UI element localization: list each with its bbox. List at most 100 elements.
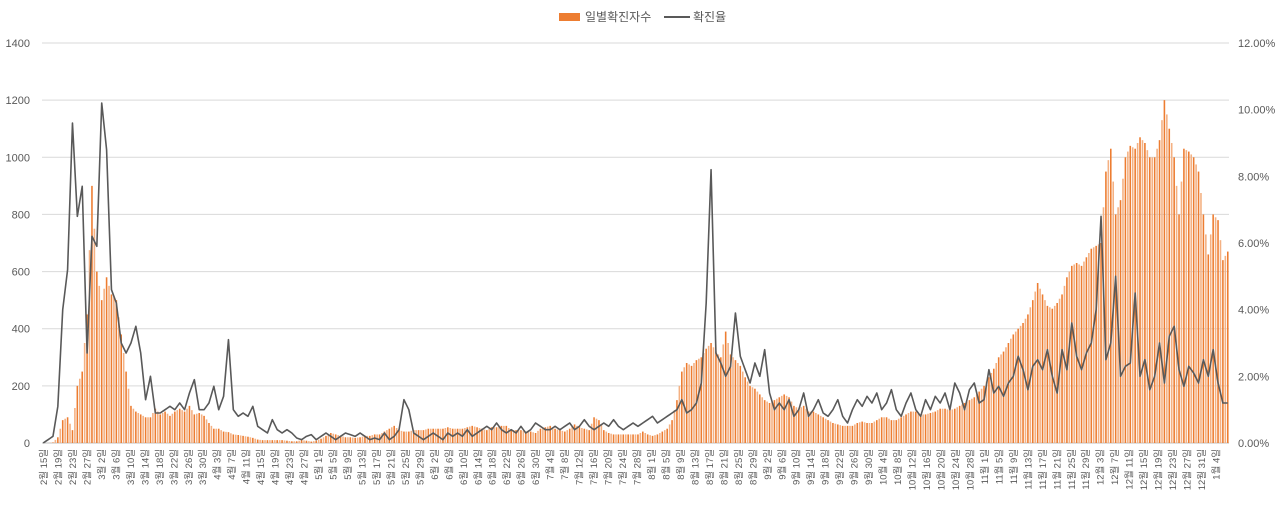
bar — [1219, 240, 1222, 443]
x-tick-label: 11월 5일 — [993, 449, 1005, 484]
bar — [822, 417, 824, 443]
bar — [600, 425, 603, 443]
bar — [1153, 157, 1156, 444]
bar — [771, 401, 773, 443]
bar — [517, 430, 520, 443]
bar — [646, 434, 649, 443]
bar — [912, 411, 915, 443]
bar — [839, 425, 842, 443]
bar — [712, 347, 715, 443]
bar — [1192, 157, 1195, 444]
bar — [83, 343, 86, 443]
bar — [537, 430, 539, 443]
bar — [1071, 265, 1073, 443]
bar — [710, 343, 712, 443]
bar — [203, 415, 205, 443]
bar — [425, 429, 427, 443]
bar — [854, 424, 856, 443]
bar — [115, 300, 118, 443]
bar — [720, 357, 722, 443]
x-tick-label: 8월 21일 — [718, 449, 730, 485]
bar — [144, 417, 147, 443]
x-tick-label: 8월 1일 — [646, 449, 658, 480]
bar — [110, 294, 113, 443]
bar — [232, 434, 235, 443]
bar — [364, 435, 366, 443]
bar — [837, 424, 839, 443]
x-tick-label: 5월 9일 — [342, 449, 354, 480]
bar — [1046, 305, 1049, 443]
bar — [554, 428, 556, 443]
bar — [1178, 214, 1180, 443]
bar — [805, 408, 807, 443]
bar — [966, 401, 968, 443]
bar — [578, 427, 581, 443]
bar — [856, 423, 859, 443]
bar — [1212, 214, 1214, 443]
bar — [1095, 245, 1097, 443]
x-tick-label: 6월 30일 — [530, 449, 542, 485]
bar — [256, 439, 259, 443]
bar — [546, 426, 549, 443]
bar — [337, 435, 339, 443]
bar — [495, 427, 498, 443]
x-tick-label: 7월 8일 — [559, 449, 571, 480]
y-right-tick-label: 8.00% — [1238, 171, 1269, 183]
bar — [919, 414, 922, 443]
bar — [776, 398, 778, 443]
bar — [637, 434, 639, 443]
bar — [878, 418, 881, 443]
bar — [164, 411, 166, 443]
bar — [295, 441, 298, 443]
bar — [946, 409, 949, 443]
bar — [576, 425, 578, 443]
bar — [57, 437, 59, 443]
bar — [824, 418, 827, 443]
bar — [1170, 143, 1173, 443]
bar — [403, 431, 405, 443]
bar — [1217, 220, 1219, 443]
x-tick-label: 9월 6일 — [776, 449, 788, 480]
y-right-tick-label: 2.00% — [1238, 371, 1269, 383]
bar — [500, 425, 503, 443]
y-left-tick-label: 1400 — [6, 38, 30, 50]
bar — [927, 413, 929, 443]
bar — [932, 412, 934, 443]
bar — [471, 425, 473, 443]
bar — [1183, 148, 1185, 443]
bar — [1163, 100, 1166, 443]
bar — [1056, 303, 1058, 443]
bar — [598, 420, 600, 443]
bar — [819, 415, 822, 443]
x-tick-label: 12월 31일 — [1196, 449, 1208, 490]
bar — [583, 428, 586, 443]
bar — [661, 431, 664, 443]
bar — [685, 363, 688, 443]
bar — [447, 427, 449, 443]
bar — [1034, 291, 1037, 443]
bar — [997, 357, 1000, 443]
bar — [225, 431, 227, 443]
bar — [273, 440, 276, 443]
bar — [122, 353, 125, 443]
bar — [464, 428, 466, 443]
bar — [749, 385, 751, 443]
bar — [949, 410, 951, 443]
bar — [995, 363, 998, 443]
bar — [507, 428, 510, 443]
bar — [610, 433, 612, 443]
bar — [276, 440, 278, 443]
bar — [829, 421, 832, 443]
bar — [442, 428, 444, 443]
bar — [866, 423, 868, 443]
bar — [802, 405, 805, 443]
bar — [627, 434, 629, 443]
bar — [366, 435, 369, 443]
x-tick-label: 5월 29일 — [414, 449, 426, 485]
bar — [142, 415, 144, 443]
bar — [354, 437, 356, 443]
y-right-tick-label: 10.00% — [1238, 105, 1276, 117]
bar — [303, 440, 305, 443]
x-tick-label: 9월 18일 — [820, 449, 832, 485]
